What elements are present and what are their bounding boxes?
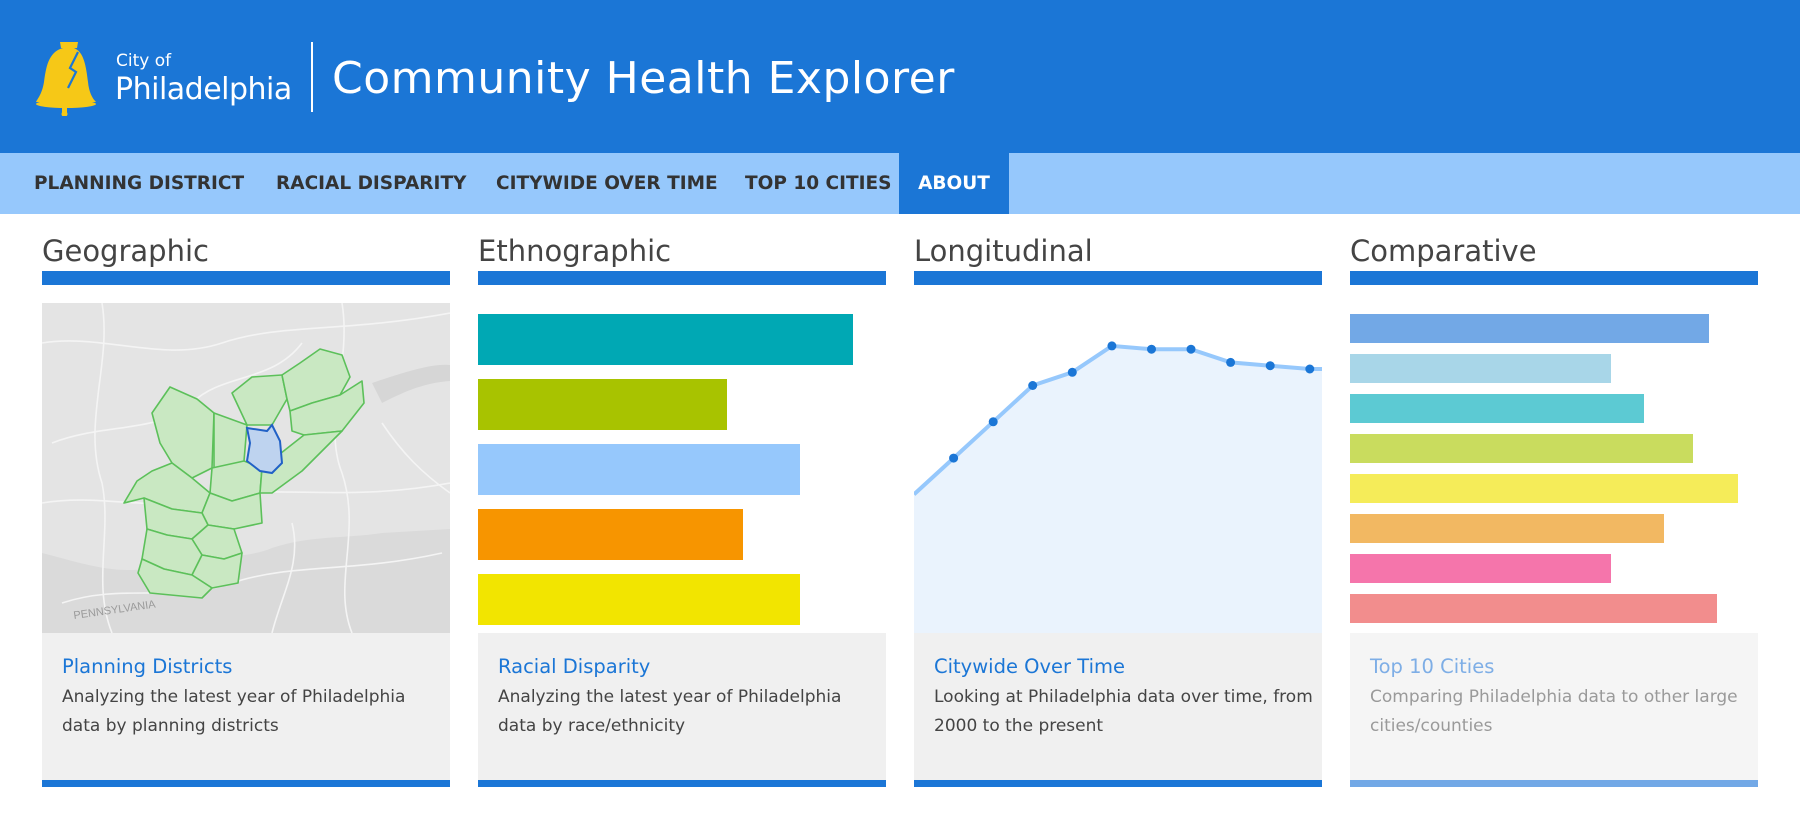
section-ethnographic: Ethnographic Racial Disparity Analyzing … [478, 214, 886, 794]
section-rule [478, 271, 886, 285]
chart-bar [1350, 394, 1644, 423]
chart-bar [1350, 434, 1693, 463]
citywide-area-chart-container [914, 303, 1322, 633]
tab-racial-disparity[interactable]: RACIAL DISPARITY [276, 173, 467, 194]
section-geographic: Geographic [42, 214, 450, 794]
series-line [914, 343, 1322, 496]
data-point [1265, 361, 1275, 371]
citywide-area-chart [914, 341, 1322, 633]
chart-bar [478, 574, 801, 625]
card-title[interactable]: Citywide Over Time [934, 655, 1125, 678]
card-title[interactable]: Top 10 Cities [1370, 655, 1495, 678]
data-point [1028, 381, 1038, 390]
liberty-bell-icon[interactable] [34, 38, 100, 116]
card-body: Top 10 Cities Comparing Philadelphia dat… [1350, 633, 1758, 780]
citywide-over-time-card[interactable]: Citywide Over Time Looking at Philadelph… [914, 303, 1322, 787]
card-description: Analyzing the latest year of Philadelphi… [498, 687, 842, 736]
data-point [1107, 341, 1117, 351]
main-nav: PLANNING DISTRICT RACIAL DISPARITY CITYW… [0, 153, 1800, 214]
data-point [1067, 367, 1077, 377]
section-rule [42, 271, 450, 285]
section-longitudinal: Longitudinal Citywide Over Time Looking … [914, 214, 1322, 794]
chart-bar [1350, 554, 1612, 583]
data-point [1186, 344, 1196, 354]
card-body: Planning Districts Analyzing the latest … [42, 633, 450, 780]
chart-bar [1350, 474, 1738, 503]
card-bottom-rule [1350, 780, 1758, 787]
racial-disparity-card[interactable]: Racial Disparity Analyzing the latest ye… [478, 303, 886, 787]
chart-bar [1350, 514, 1665, 543]
section-heading: Longitudinal [914, 234, 1093, 268]
tab-citywide-over-time[interactable]: CITYWIDE OVER TIME [496, 173, 718, 194]
card-title[interactable]: Planning Districts [62, 655, 233, 678]
card-bottom-rule [914, 780, 1322, 787]
tab-planning-district[interactable]: PLANNING DISTRICT [34, 173, 245, 194]
app-header: City of Philadelphia Community Health Ex… [0, 0, 1800, 153]
series-area [914, 345, 1322, 633]
chart-bar [478, 314, 854, 365]
chart-bar [478, 509, 744, 560]
city-prefix: City of [116, 51, 172, 71]
data-point [949, 453, 959, 463]
card-bottom-rule [478, 780, 886, 787]
planning-districts-card[interactable]: PENNSYLVANIA Planning Districts Analyzin… [42, 303, 450, 787]
tab-about[interactable]: ABOUT [899, 153, 1009, 214]
card-body: Racial Disparity Analyzing the latest ye… [478, 633, 886, 780]
section-comparative: Comparative Top 10 Cities Comparing Phil… [1350, 214, 1758, 794]
data-point [988, 417, 998, 427]
card-description: Analyzing the latest year of Philadelphi… [62, 687, 406, 736]
data-point [1147, 344, 1156, 354]
top-10-cities-bar-chart [1350, 303, 1758, 633]
city-name: Philadelphia [115, 72, 292, 107]
chart-bar [478, 379, 727, 430]
planning-districts-map: PENNSYLVANIA [42, 303, 450, 633]
section-heading: Ethnographic [478, 234, 672, 268]
card-bottom-rule [42, 780, 450, 787]
section-heading: Geographic [42, 234, 209, 268]
card-body: Citywide Over Time Looking at Philadelph… [914, 633, 1322, 780]
chart-bar [478, 444, 801, 495]
section-heading: Comparative [1350, 234, 1537, 268]
section-rule [914, 271, 1322, 285]
district-map: PENNSYLVANIA [42, 303, 450, 633]
card-description: Looking at Philadelphia data over time, … [934, 687, 1313, 736]
chart-bar [1350, 594, 1718, 623]
data-point [1305, 364, 1315, 374]
racial-disparity-bar-chart [478, 303, 886, 633]
chart-bar [1350, 354, 1612, 383]
card-title[interactable]: Racial Disparity [498, 655, 651, 678]
section-rule [1350, 271, 1758, 285]
data-point [1226, 357, 1236, 367]
app-title: Community Health Explorer [332, 53, 955, 104]
top-10-cities-card[interactable]: Top 10 Cities Comparing Philadelphia dat… [1350, 303, 1758, 787]
card-description: Comparing Philadelphia data to other lar… [1370, 687, 1738, 736]
tab-top-10-cities[interactable]: TOP 10 CITIES [745, 173, 892, 194]
header-divider [311, 42, 313, 112]
chart-bar [1350, 314, 1710, 343]
